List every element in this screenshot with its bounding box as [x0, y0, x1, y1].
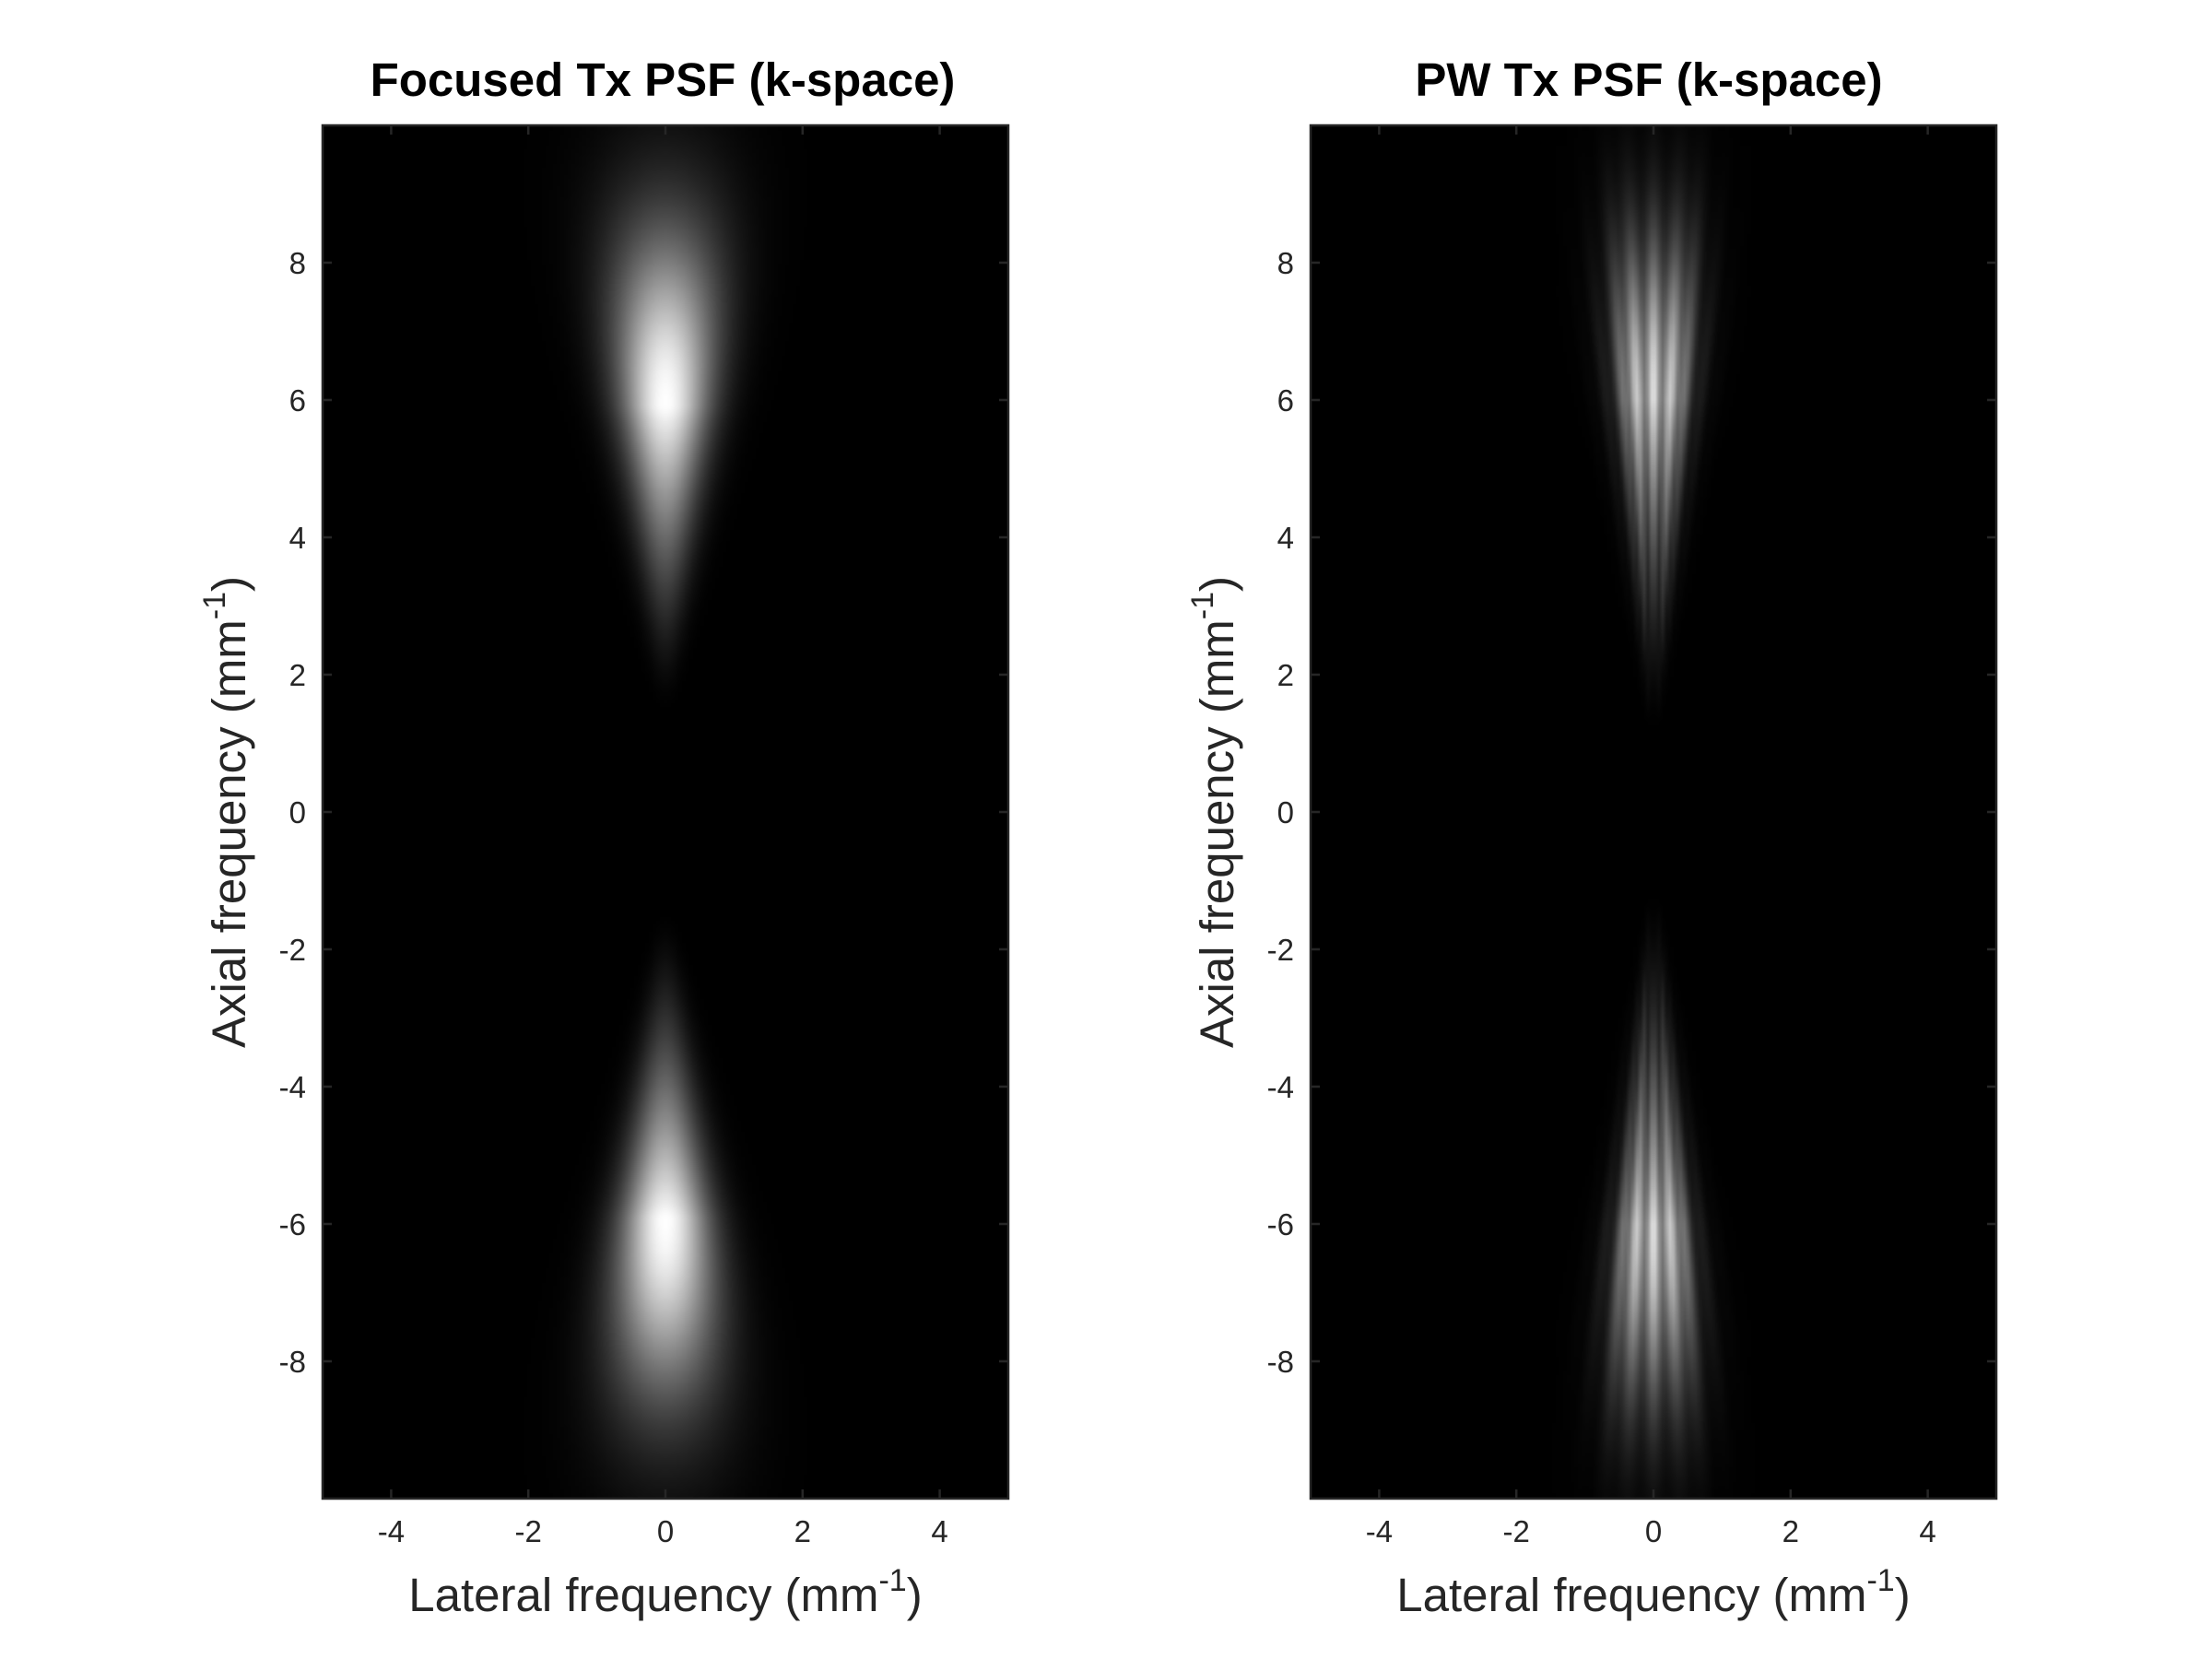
y-tick-label: -6: [1267, 1207, 1294, 1241]
x-axis-label: Lateral frequency (mm-1): [408, 1563, 922, 1621]
x-tick-label: 2: [1783, 1514, 1799, 1548]
x-tick-label: 4: [1919, 1514, 1936, 1548]
y-tick-label: 2: [289, 658, 306, 692]
x-tick-label: -2: [515, 1514, 542, 1548]
y-tick-label: 4: [1277, 521, 1294, 555]
y-tick-label: -6: [279, 1207, 306, 1241]
y-tick-label: 0: [1277, 795, 1294, 830]
y-tick-labels: -8 -6 -4 -2 0 2 4 6 8: [1267, 246, 1294, 1379]
y-tick-label: -2: [279, 933, 306, 967]
tick-marks: [1311, 125, 1996, 1499]
y-tick-labels: -8 -6 -4 -2 0 2 4 6 8: [279, 246, 306, 1379]
axes-box: [321, 124, 1010, 1500]
x-tick-labels: -4 -2 0 2 4: [378, 1514, 948, 1548]
x-tick-label: 4: [931, 1514, 947, 1548]
x-tick-label: -4: [1366, 1514, 1393, 1548]
y-tick-label: -4: [1267, 1070, 1294, 1104]
y-tick-label: -4: [279, 1070, 306, 1104]
panel-focused: Focused Tx PSF (k-space) -4 -2 0 2 4 -8-6-4-…: [197, 53, 1010, 1621]
x-tick-label: 0: [657, 1514, 674, 1548]
panel-plane-wave: PW Tx PSF (k-space) -4 -2 0 2 4 -8 -6 -4 -2 0 2 4 6…: [1185, 53, 1998, 1621]
chart-title: Focused Tx PSF (k-space): [371, 53, 956, 106]
x-tick-label: 0: [1645, 1514, 1662, 1548]
x-tick-labels: -4 -2 0 2 4: [1366, 1514, 1936, 1548]
x-tick-label: 2: [794, 1514, 811, 1548]
psf-heatmap: [1311, 125, 1996, 1499]
y-tick-label: 8: [289, 246, 306, 280]
x-tick-label: -2: [1503, 1514, 1530, 1548]
y-tick-label: 6: [289, 383, 306, 418]
y-tick-label: 2: [1277, 658, 1294, 692]
y-tick-label: 4: [289, 521, 306, 555]
y-tick-label: 6: [1277, 383, 1294, 418]
chart-title: PW Tx PSF (k-space): [1415, 53, 1882, 106]
y-tick-label: 8: [1277, 246, 1294, 280]
psf-heatmap: [323, 125, 1008, 1499]
axes-box: [1309, 124, 1998, 1500]
y-tick-label: 0: [289, 795, 306, 830]
y-axis-label: Axial frequency (mm-1): [197, 576, 255, 1048]
x-tick-label: -4: [378, 1514, 405, 1548]
y-tick-label: -2: [1267, 933, 1294, 967]
tick-marks: [323, 125, 1008, 1499]
y-axis-label: Axial frequency (mm-1): [1185, 576, 1243, 1048]
y-tick-label: -8: [279, 1345, 306, 1379]
x-axis-label: Lateral frequency (mm-1): [1396, 1563, 1910, 1621]
y-tick-label: -8: [1267, 1345, 1294, 1379]
